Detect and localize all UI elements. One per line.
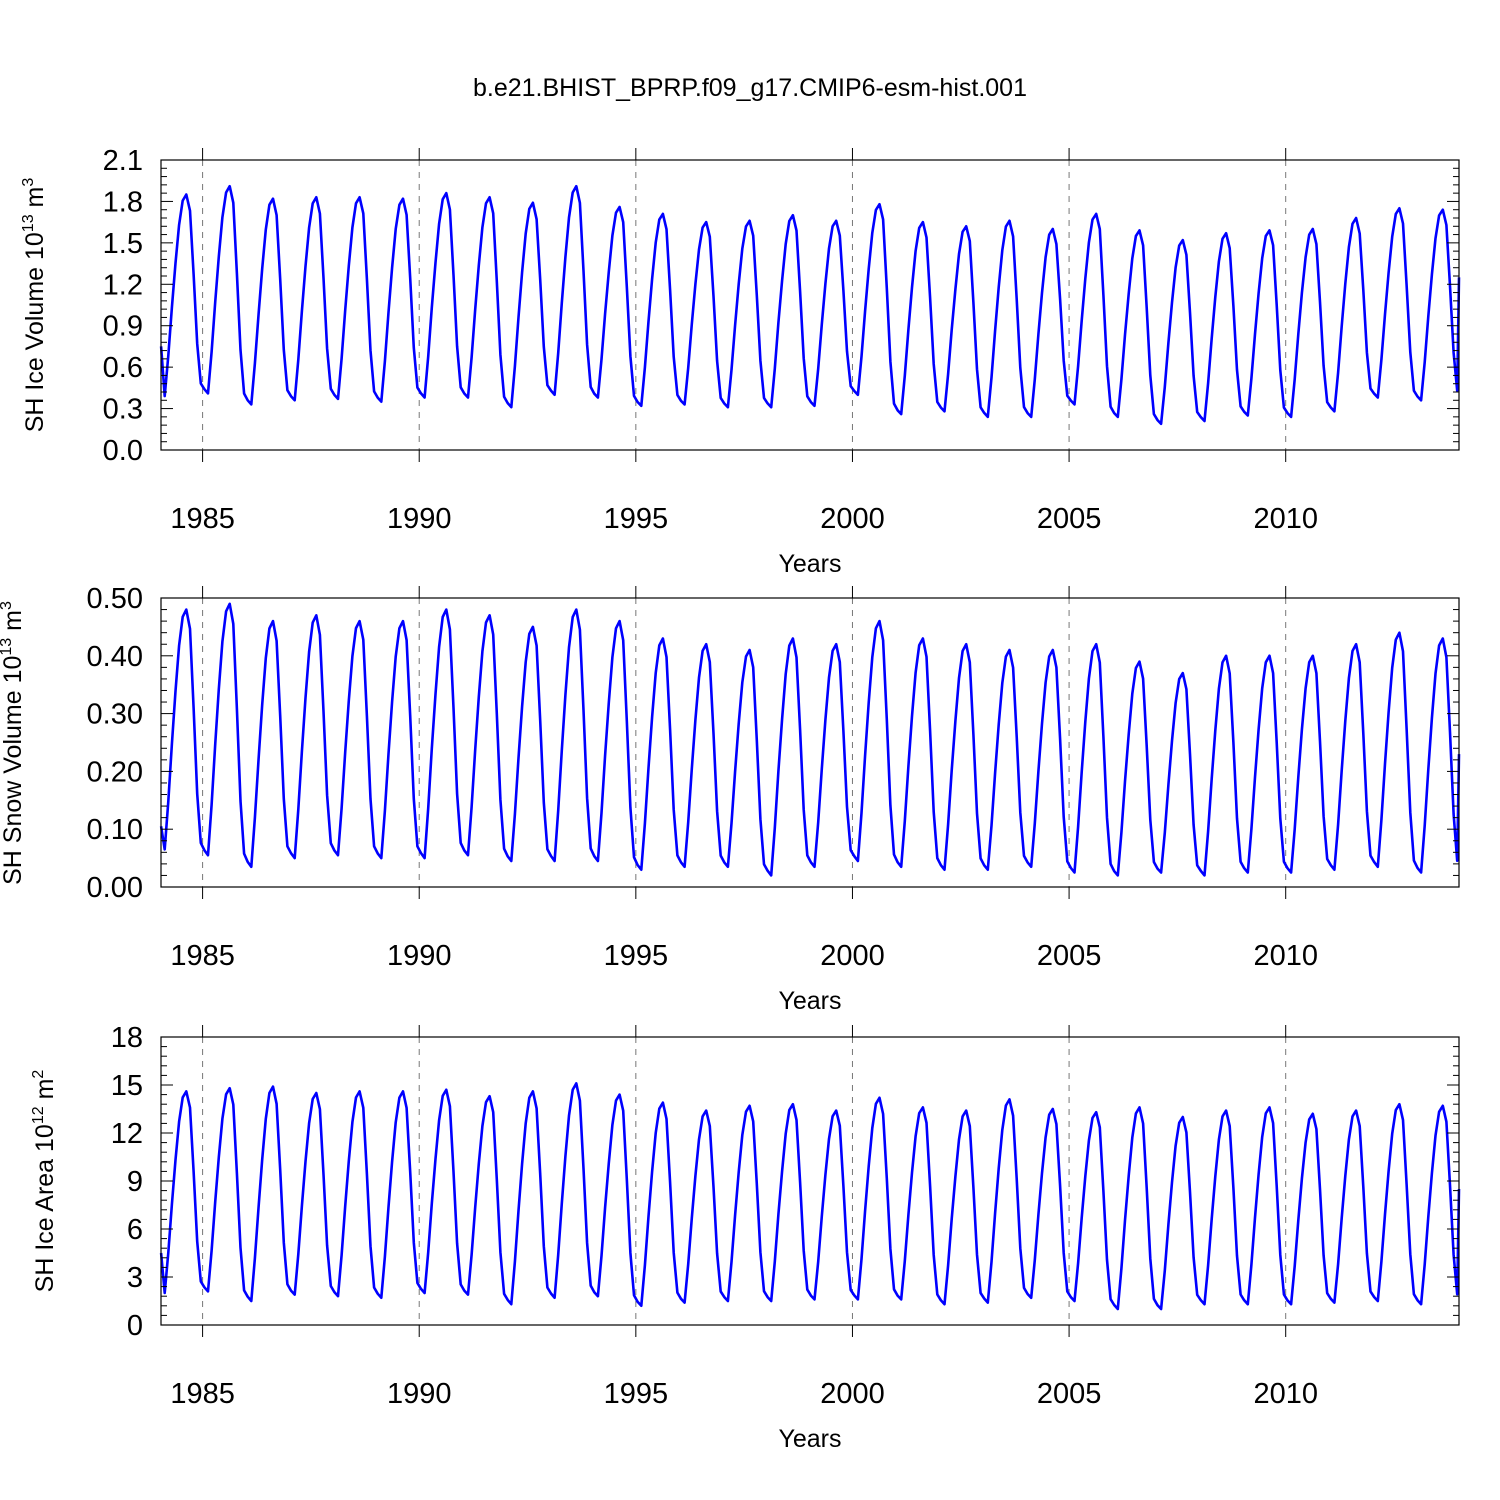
y-tick-label: 9 — [127, 1166, 143, 1198]
x-tick-label: 1990 — [387, 940, 452, 972]
x-tick-label: 2000 — [820, 503, 885, 535]
series-line — [159, 602, 1461, 877]
y-axis-label: SH Snow Volume 1013 m3 — [0, 601, 27, 885]
x-tick-label: 2005 — [1037, 1378, 1102, 1410]
y-tick-label: 0 — [127, 1310, 143, 1342]
y-axis-label: SH Ice Volume 1013 m3 — [20, 178, 49, 433]
x-tick-label: 1985 — [170, 503, 235, 535]
y-tick-label: 0.9 — [103, 311, 143, 343]
x-tick-label: 1985 — [170, 1378, 235, 1410]
y-tick-label: 0.30 — [87, 699, 143, 731]
panel-ice-area: 0 3 6 9 12 15 18 1985 1990 1995 2000 2005 2010 Years S… — [30, 1022, 1461, 1453]
panel-snow-volume: 0.00 0.10 0.20 0.30 0.40 0.50 1985 1990 1995 2000… — [0, 583, 1461, 1015]
y-tick-label: 0.50 — [87, 583, 143, 615]
series-line — [159, 1082, 1461, 1311]
x-tick-label: 2010 — [1253, 503, 1318, 535]
plot-frame — [160, 159, 1460, 451]
x-tick-label: 1995 — [604, 503, 669, 535]
y-tick-label: 0.3 — [103, 394, 143, 426]
y-tick-label: 2.1 — [103, 145, 143, 177]
x-axis-label: Years — [778, 550, 841, 578]
y-tick-label: 12 — [111, 1118, 143, 1150]
y-tick-label: 1.2 — [103, 269, 143, 301]
x-tick-label: 1995 — [604, 1378, 669, 1410]
y-tick-label: 0.0 — [103, 435, 143, 467]
plot-frame — [160, 1036, 1460, 1326]
x-tick-label: 1985 — [170, 940, 235, 972]
x-tick-label: 2005 — [1037, 503, 1102, 535]
x-tick-label: 2005 — [1037, 940, 1102, 972]
figure-title: b.e21.BHIST_BPRP.f09_g17.CMIP6-esm-hist.… — [473, 74, 1027, 102]
y-axis-label: SH Ice Area 1012 m2 — [30, 1070, 59, 1293]
x-tick-label: 2010 — [1253, 940, 1318, 972]
y-tick-label: 3 — [127, 1262, 143, 1294]
y-tick-label: 6 — [127, 1214, 143, 1246]
x-tick-label: 2000 — [820, 940, 885, 972]
x-tick-label: 1995 — [604, 940, 669, 972]
y-tick-label: 0.40 — [87, 641, 143, 673]
y-tick-label: 18 — [111, 1022, 143, 1054]
y-tick-label: 0.20 — [87, 756, 143, 788]
x-tick-label: 2010 — [1253, 1378, 1318, 1410]
x-axis-label: Years — [778, 1425, 841, 1453]
x-tick-label: 1990 — [387, 1378, 452, 1410]
series-line — [159, 184, 1461, 426]
y-tick-label: 1.8 — [103, 186, 143, 218]
y-tick-label: 0.10 — [87, 814, 143, 846]
y-tick-label: 0.00 — [87, 872, 143, 904]
panel-ice-volume: 0.0 0.3 0.6 0.9 1.2 1.5 1.8 2.1 1985 1990 1995 2000… — [20, 145, 1461, 578]
x-tick-label: 1990 — [387, 503, 452, 535]
x-axis-label: Years — [778, 987, 841, 1015]
y-tick-label: 15 — [111, 1070, 143, 1102]
x-tick-label: 2000 — [820, 1378, 885, 1410]
plot-frame — [160, 597, 1460, 888]
y-tick-label: 1.5 — [103, 228, 143, 260]
y-tick-label: 0.6 — [103, 352, 143, 384]
